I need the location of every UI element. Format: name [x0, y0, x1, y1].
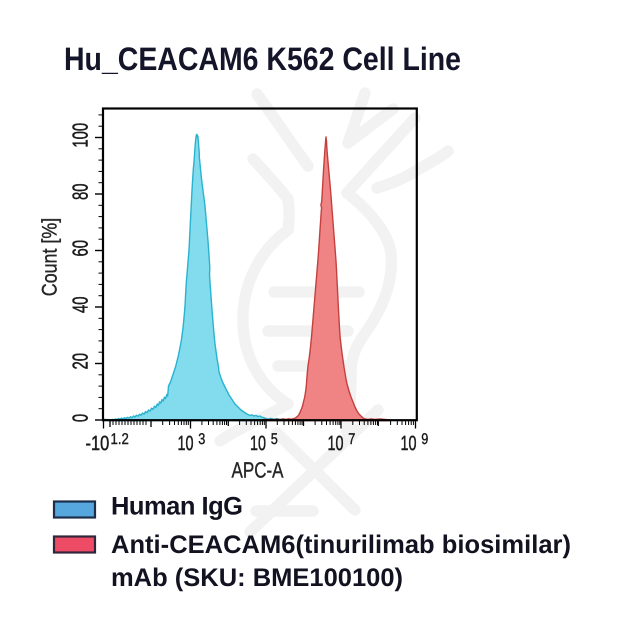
svg-text:-10: -10: [86, 432, 110, 455]
svg-text:Count [%]: Count [%]: [39, 218, 62, 296]
svg-text:100: 100: [69, 123, 93, 148]
svg-text:40: 40: [69, 297, 93, 314]
svg-text:10: 10: [250, 432, 266, 455]
svg-text:APC-A: APC-A: [232, 458, 284, 483]
svg-text:10: 10: [178, 432, 194, 455]
svg-text:10: 10: [401, 432, 417, 455]
svg-text:20: 20: [69, 353, 93, 370]
svg-text:3: 3: [198, 431, 205, 448]
svg-text:Anti-CEACAM6(tinurilimab biosi: Anti-CEACAM6(tinurilimab biosimilar): [111, 531, 571, 559]
svg-text:7: 7: [348, 431, 355, 448]
svg-text:5: 5: [271, 431, 278, 448]
svg-text:1.2: 1.2: [111, 431, 129, 448]
svg-text:80: 80: [69, 184, 93, 201]
svg-text:60: 60: [69, 240, 93, 257]
svg-text:mAb (SKU: BME100100): mAb (SKU: BME100100): [111, 564, 403, 592]
svg-text:Hu_CEACAM6 K562 Cell Line: Hu_CEACAM6 K562 Cell Line: [64, 41, 461, 77]
svg-text:10: 10: [328, 432, 344, 455]
svg-text:9: 9: [421, 431, 428, 448]
svg-text:Human IgG: Human IgG: [111, 493, 243, 521]
svg-text:0: 0: [69, 414, 93, 422]
